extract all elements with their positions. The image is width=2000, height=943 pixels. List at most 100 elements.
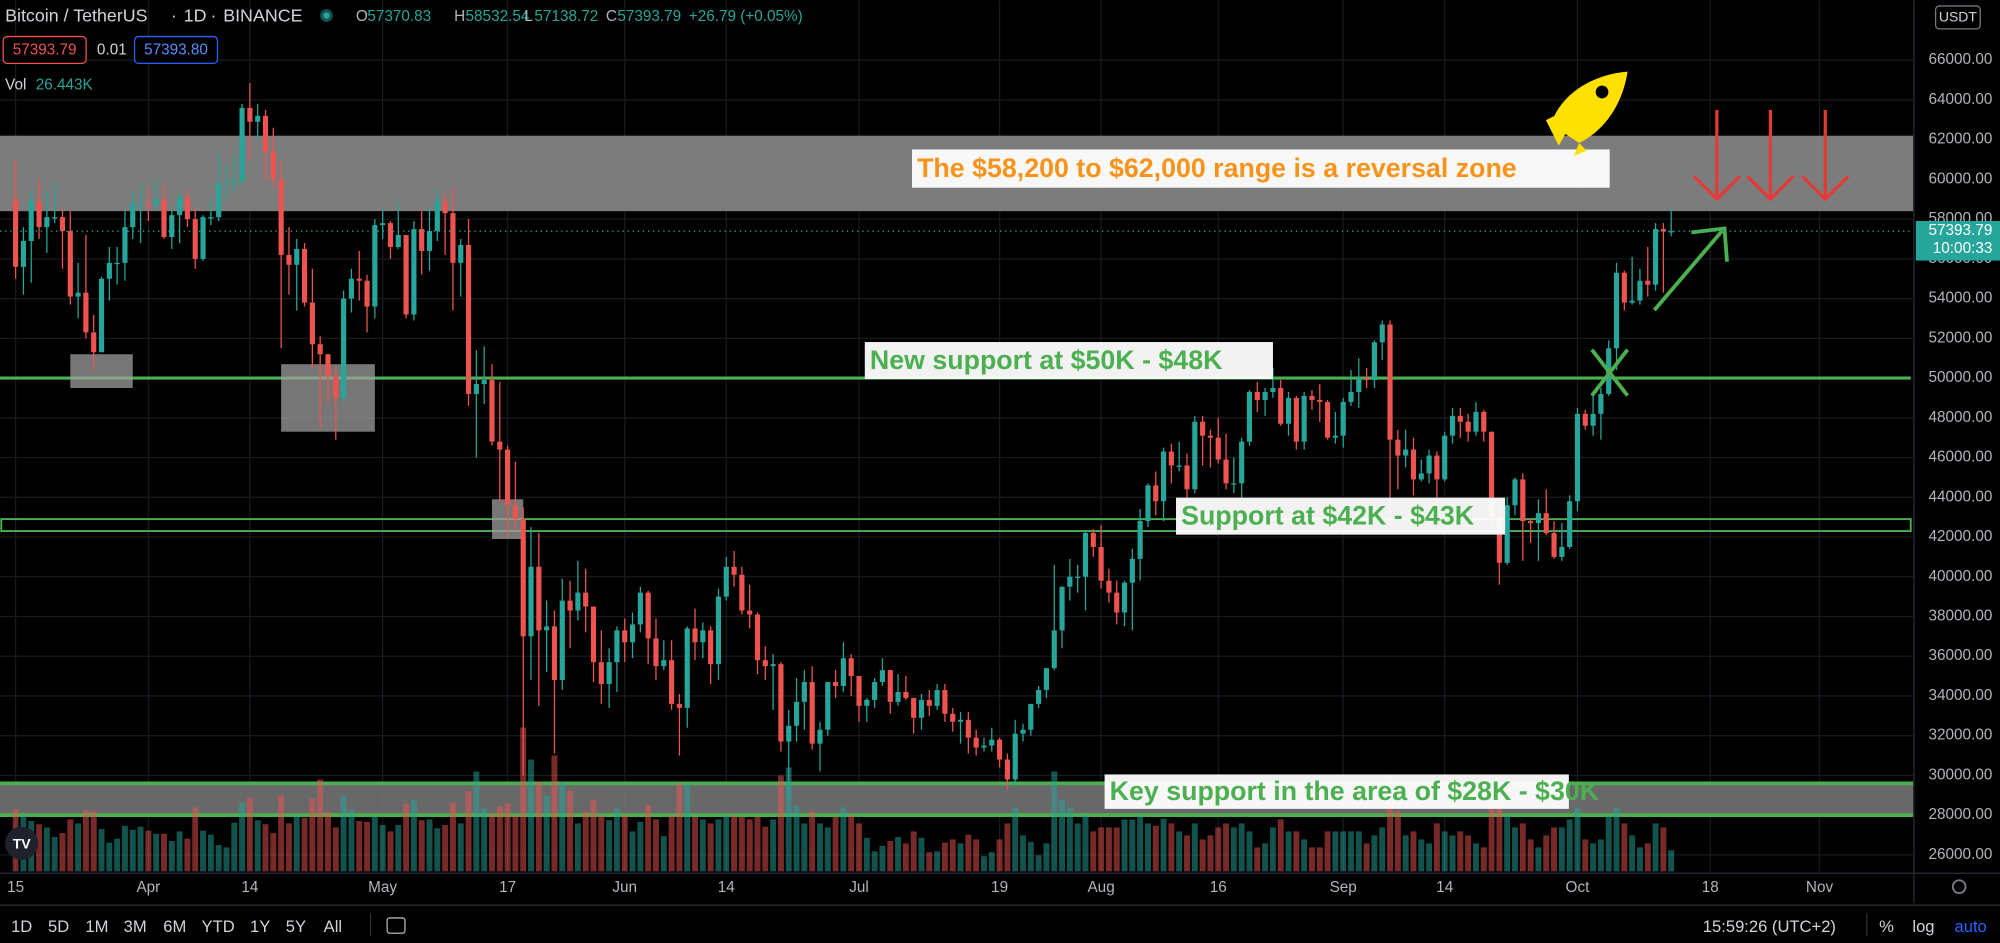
calendar-icon[interactable]	[386, 917, 406, 934]
volume-bar	[1004, 823, 1011, 872]
candle-body	[1059, 586, 1065, 631]
candle-body	[739, 574, 745, 611]
volume-bar	[496, 806, 503, 872]
candle-body	[1512, 479, 1518, 506]
currency[interactable]: USDT	[1939, 9, 1978, 25]
candle-body	[965, 719, 971, 738]
candle-body	[622, 630, 628, 643]
x-tick-label: Jul	[849, 879, 869, 896]
timeframe-button[interactable]: 1Y	[250, 917, 270, 936]
candle-body	[1332, 435, 1338, 438]
candle-body	[1137, 521, 1143, 559]
volume-bar	[1191, 823, 1198, 872]
bid-price[interactable]: 57393.79	[13, 42, 77, 59]
timeframe-button[interactable]: 6M	[163, 917, 186, 936]
candle-body	[106, 262, 112, 279]
candle-body	[1200, 421, 1206, 436]
separator: ·	[171, 5, 177, 25]
candle-body	[442, 201, 448, 214]
volume-bar	[1582, 839, 1589, 872]
volume-bar	[520, 727, 527, 872]
bid-box[interactable]	[2, 35, 87, 64]
candle-body	[489, 380, 495, 442]
candle-body	[348, 278, 354, 299]
ask-price[interactable]: 57393.80	[144, 42, 208, 59]
volume-bar	[637, 821, 644, 872]
volume-bar	[848, 815, 855, 872]
x-tick-label: 16	[1210, 879, 1227, 896]
candle-body	[270, 151, 276, 180]
scale-option[interactable]: %	[1879, 917, 1894, 936]
volume-bar	[332, 827, 339, 872]
currency-box[interactable]	[1934, 5, 1981, 30]
volume-bar	[129, 829, 136, 872]
y-tick-label: 44000.00	[1929, 488, 1993, 505]
candle-body	[793, 701, 800, 726]
volume-bar	[1387, 775, 1394, 872]
volume-bar	[1027, 841, 1034, 872]
drawings	[1545, 71, 1850, 397]
y-tick-label: 40000.00	[1929, 568, 1993, 585]
candle-body	[950, 713, 956, 722]
volume-bar	[590, 799, 597, 872]
timeframe-button[interactable]: 3M	[124, 917, 147, 936]
volume-bar	[559, 781, 566, 872]
candle-body	[1551, 533, 1557, 557]
volume-bar	[1223, 823, 1230, 872]
timeframe-button[interactable]: 1M	[85, 917, 108, 936]
candle-body	[216, 183, 222, 218]
candle-body	[708, 630, 714, 665]
symbol: Bitcoin / TetherUS	[5, 5, 148, 25]
timeframe-button[interactable]: 1D	[11, 917, 32, 936]
x-tick-label: 18	[1702, 879, 1719, 896]
tv-logo: TV	[5, 826, 39, 860]
volume-bar	[887, 840, 894, 872]
volume-bar	[582, 811, 589, 872]
volume-bar	[145, 830, 152, 872]
candle-body	[895, 691, 901, 702]
volume-bar	[1496, 803, 1503, 872]
scale-option[interactable]: auto	[1955, 917, 1987, 936]
volume-bar	[1332, 831, 1339, 872]
volume-bar	[1488, 807, 1495, 872]
scale-option[interactable]: log	[1912, 917, 1934, 936]
y-tick-label: 60000.00	[1929, 170, 1993, 187]
candle-body	[669, 660, 675, 704]
x-tick-label: 14	[1436, 879, 1454, 896]
volume-bar	[153, 833, 160, 872]
volume-bar	[1472, 843, 1479, 872]
candle-body	[833, 682, 839, 687]
ask-box[interactable]	[133, 35, 219, 64]
volume-bar	[1176, 831, 1183, 872]
volume-bar	[262, 824, 269, 872]
volume-bar	[1168, 823, 1175, 872]
y-tick-label: 54000.00	[1929, 290, 1993, 307]
settings-icon[interactable]	[1951, 879, 1967, 895]
candle-body	[1473, 411, 1479, 432]
volume-bar	[676, 783, 683, 872]
candle-body	[926, 699, 932, 706]
candle-body	[301, 248, 308, 303]
timeframe-button[interactable]: YTD	[202, 917, 235, 936]
volume-bar	[1277, 819, 1284, 872]
annotation-box	[1176, 497, 1506, 535]
candle-body	[278, 179, 284, 255]
volume-bar	[1636, 847, 1643, 872]
timeframe-button[interactable]: 5Y	[286, 917, 306, 936]
candle-body	[598, 662, 604, 685]
candle-body	[1317, 399, 1323, 402]
ohlc-letter: H	[454, 8, 465, 25]
timeframe-button[interactable]: 5D	[48, 917, 69, 936]
timeframe-button[interactable]: All	[324, 917, 342, 936]
candle-body	[28, 201, 34, 241]
candle-body	[1613, 272, 1620, 349]
candle-body	[528, 566, 534, 637]
candle-body	[122, 227, 128, 263]
volume-bar	[1293, 831, 1300, 872]
candle-body	[1129, 558, 1135, 583]
volume-bar	[1480, 847, 1487, 872]
volume-bar	[1012, 807, 1019, 872]
volume-bar	[1597, 839, 1604, 872]
candle-body	[372, 225, 378, 307]
volume-bar	[114, 838, 121, 872]
